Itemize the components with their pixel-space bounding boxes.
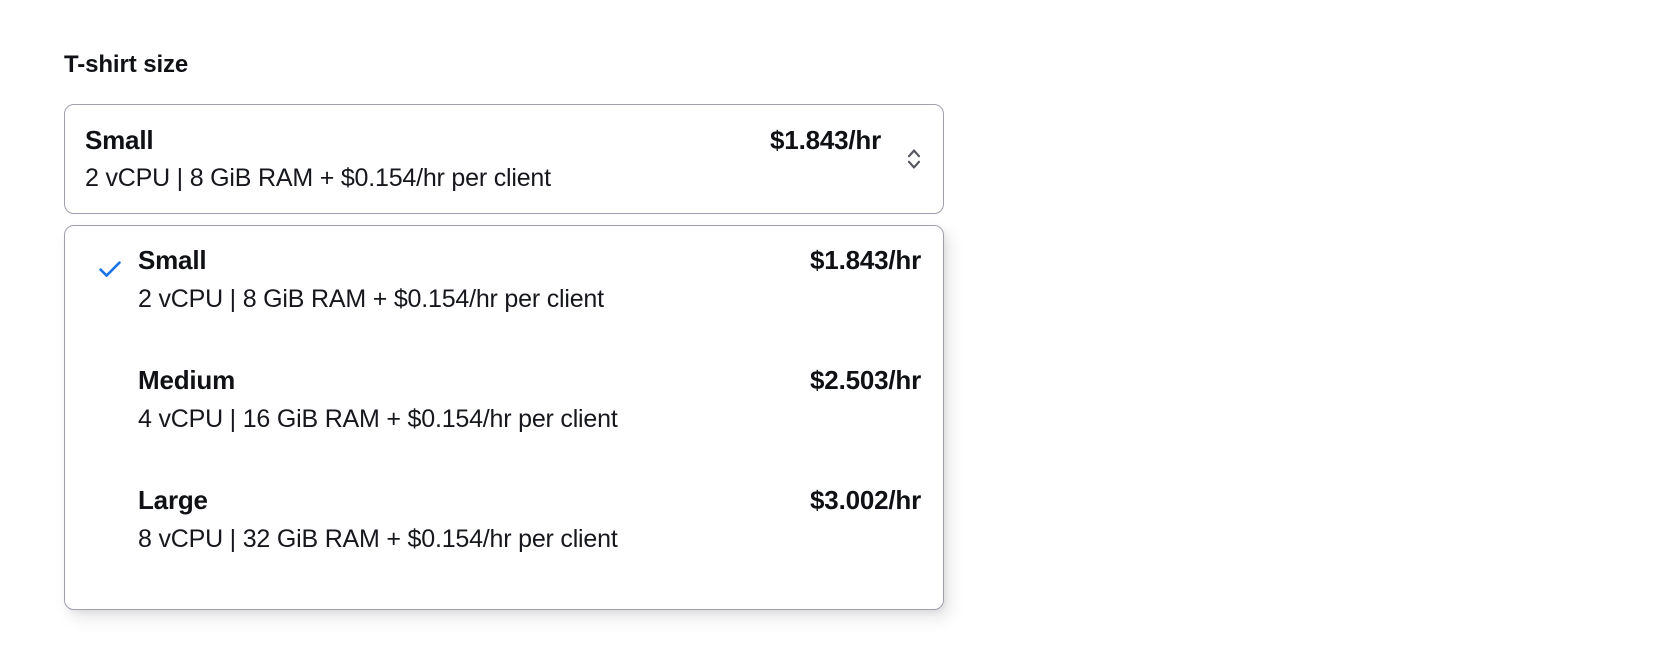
option-description: 4 vCPU | 16 GiB RAM + $0.154/hr per clie…	[138, 405, 618, 433]
tshirt-size-select-trigger[interactable]: Small $1.843/hr 2 vCPU | 8 GiB RAM + $0.…	[64, 104, 944, 214]
option-primary-row: Medium $2.503/hr	[138, 363, 921, 397]
list-item[interactable]: Large $3.002/hr 8 vCPU | 32 GiB RAM + $0…	[65, 483, 943, 603]
option-price: $2.503/hr	[810, 365, 921, 395]
option-name: Small	[138, 245, 207, 275]
list-item[interactable]: Medium $2.503/hr 4 vCPU | 16 GiB RAM + $…	[65, 363, 943, 483]
option-list: Small $1.843/hr 2 vCPU | 8 GiB RAM + $0.…	[65, 226, 943, 609]
option-description: 8 vCPU | 32 GiB RAM + $0.154/hr per clie…	[138, 525, 618, 553]
list-item[interactable]: Small $1.843/hr 2 vCPU | 8 GiB RAM + $0.…	[65, 243, 943, 363]
option-primary-row: Small $1.843/hr	[138, 243, 921, 277]
tshirt-size-dropdown-panel: Small $1.843/hr 2 vCPU | 8 GiB RAM + $0.…	[64, 225, 944, 610]
check-icon	[96, 255, 124, 283]
page-title: T-shirt size	[64, 51, 189, 78]
selected-size-description: 2 vCPU | 8 GiB RAM + $0.154/hr per clien…	[85, 164, 551, 192]
option-name: Large	[138, 485, 208, 515]
option-price: $1.843/hr	[810, 245, 921, 275]
option-description: 2 vCPU | 8 GiB RAM + $0.154/hr per clien…	[138, 285, 604, 313]
chevron-up-down-icon	[903, 142, 925, 176]
selected-size-price: $1.843/hr	[770, 125, 881, 155]
option-name: Medium	[138, 365, 236, 395]
select-trigger-primary-row: Small $1.843/hr	[85, 124, 881, 156]
option-price: $3.002/hr	[810, 485, 921, 515]
select-trigger-content: Small $1.843/hr 2 vCPU | 8 GiB RAM + $0.…	[85, 105, 881, 213]
selected-size-name: Small	[85, 125, 154, 155]
option-primary-row: Large $3.002/hr	[138, 483, 921, 517]
